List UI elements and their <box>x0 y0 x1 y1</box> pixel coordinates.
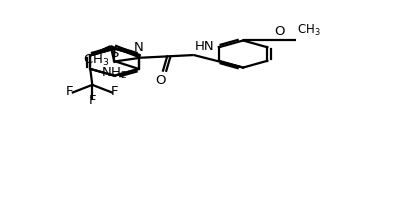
Text: CH$_3$: CH$_3$ <box>297 23 320 39</box>
Text: N: N <box>133 41 143 54</box>
Text: NH$_2$: NH$_2$ <box>101 66 128 81</box>
Text: F: F <box>111 85 119 98</box>
Text: HN: HN <box>194 40 214 53</box>
Text: F: F <box>88 94 96 107</box>
Text: O: O <box>274 25 285 39</box>
Text: O: O <box>155 74 166 87</box>
Text: F: F <box>66 85 73 98</box>
Text: CH$_3$: CH$_3$ <box>83 52 109 67</box>
Text: S: S <box>109 47 118 60</box>
